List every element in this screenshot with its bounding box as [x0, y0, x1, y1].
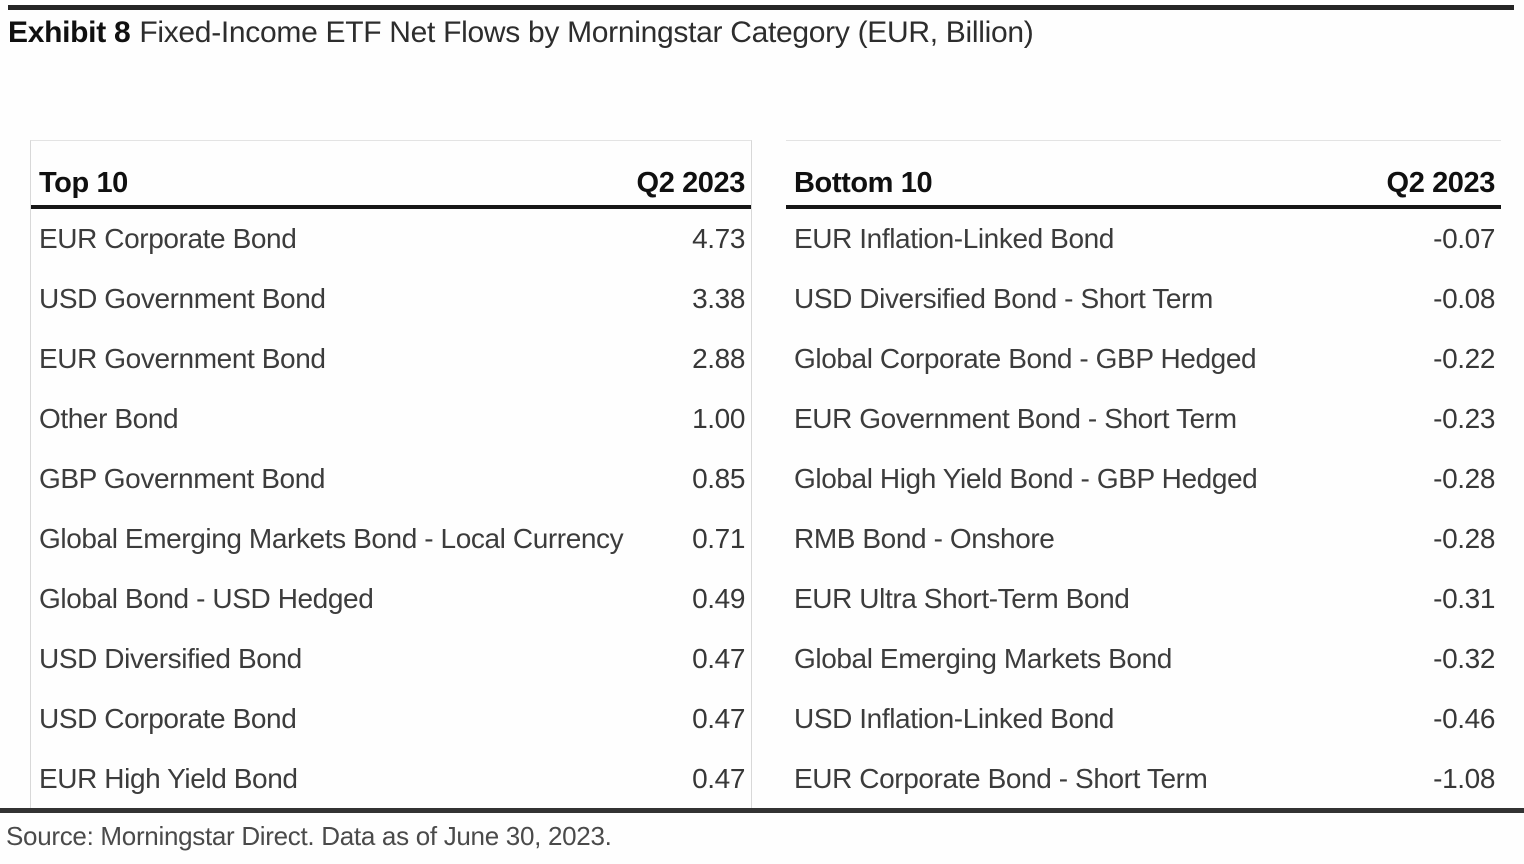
flow-value: -0.23: [1433, 403, 1495, 434]
top10-table-header: Top 10 Q2 2023: [31, 141, 751, 209]
table-row: USD Corporate Bond 0.47: [31, 689, 751, 749]
flow-value: -0.32: [1433, 643, 1495, 674]
flow-value: 0.49: [692, 583, 745, 614]
category-label: RMB Bond - Onshore: [794, 523, 1055, 554]
category-label: EUR Government Bond - Short Term: [794, 403, 1237, 434]
flow-value: 0.47: [692, 643, 745, 674]
table-row: EUR Government Bond - Short Term -0.23: [786, 389, 1501, 449]
table-row: USD Diversified Bond 0.47: [31, 629, 751, 689]
category-label: Global High Yield Bond - GBP Hedged: [794, 463, 1258, 494]
flow-value: -0.28: [1433, 463, 1495, 494]
table-row: EUR Corporate Bond - Short Term -1.08: [786, 749, 1501, 809]
category-label: EUR Corporate Bond - Short Term: [794, 763, 1208, 794]
category-label: Global Corporate Bond - GBP Hedged: [794, 343, 1257, 374]
table-row: EUR Ultra Short-Term Bond -0.31: [786, 569, 1501, 629]
bottom-rule: [0, 808, 1524, 813]
flow-value: 0.71: [692, 523, 745, 554]
table-row: EUR High Yield Bond 0.47: [31, 749, 751, 809]
flow-value: -0.08: [1433, 283, 1495, 314]
table-row: USD Inflation-Linked Bond -0.46: [786, 689, 1501, 749]
category-label: EUR Ultra Short-Term Bond: [794, 583, 1130, 614]
top-rule: [8, 5, 1514, 10]
table-row: GBP Government Bond 0.85: [31, 449, 751, 509]
flow-value: -1.08: [1433, 763, 1495, 794]
flow-value: 3.38: [692, 283, 745, 314]
exhibit-title: Exhibit 8 Fixed-Income ETF Net Flows by M…: [8, 16, 1034, 50]
flow-value: -0.28: [1433, 523, 1495, 554]
category-label: Global Emerging Markets Bond: [794, 643, 1172, 674]
flow-value: -0.22: [1433, 343, 1495, 374]
exhibit-description: Fixed-Income ETF Net Flows by Morningsta…: [139, 16, 1034, 49]
table-row: Global Emerging Markets Bond -0.32: [786, 629, 1501, 689]
category-label: USD Government Bond: [39, 283, 326, 314]
bottom10-table-header: Bottom 10 Q2 2023: [786, 141, 1501, 209]
category-label: GBP Government Bond: [39, 463, 326, 494]
bottom10-table: Bottom 10 Q2 2023 EUR Inflation-Linked B…: [786, 140, 1501, 809]
top10-table: Top 10 Q2 2023 EUR Corporate Bond 4.73 USD…: [30, 140, 752, 809]
flow-value: -0.31: [1433, 583, 1495, 614]
category-label: EUR Inflation-Linked Bond: [794, 223, 1114, 254]
table-title: Bottom 10: [794, 167, 933, 199]
exhibit-number: Exhibit 8: [8, 16, 131, 49]
category-label: USD Diversified Bond: [39, 643, 302, 674]
table-body: EUR Corporate Bond 4.73 USD Government Bon…: [31, 209, 751, 809]
flow-value: 0.85: [692, 463, 745, 494]
flow-value: 0.47: [692, 703, 745, 734]
flow-value: 0.47: [692, 763, 745, 794]
table-row: RMB Bond - Onshore -0.28: [786, 509, 1501, 569]
table-row: EUR Inflation-Linked Bond -0.07: [786, 209, 1501, 269]
table-row: Global Corporate Bond - GBP Hedged -0.22: [786, 329, 1501, 389]
flow-value: -0.46: [1433, 703, 1495, 734]
table-row: EUR Government Bond 2.88: [31, 329, 751, 389]
category-label: Global Bond - USD Hedged: [39, 583, 374, 614]
table-row: Global High Yield Bond - GBP Hedged -0.28: [786, 449, 1501, 509]
category-label: USD Corporate Bond: [39, 703, 297, 734]
category-label: Global Emerging Markets Bond - Local Cur…: [39, 523, 624, 554]
category-label: EUR Corporate Bond: [39, 223, 297, 254]
table-title: Top 10: [39, 167, 128, 199]
category-label: EUR Government Bond: [39, 343, 326, 374]
table-row: Other Bond 1.00: [31, 389, 751, 449]
flow-value: 4.73: [692, 223, 745, 254]
tables-region: Top 10 Q2 2023 EUR Corporate Bond 4.73 USD…: [30, 140, 1501, 809]
table-row: EUR Corporate Bond 4.73: [31, 209, 751, 269]
flow-value: 1.00: [692, 403, 745, 434]
table-body: EUR Inflation-Linked Bond -0.07 USD Divers…: [786, 209, 1501, 809]
category-label: USD Inflation-Linked Bond: [794, 703, 1114, 734]
category-label: EUR High Yield Bond: [39, 763, 298, 794]
table-row: USD Government Bond 3.38: [31, 269, 751, 329]
table-row: Global Emerging Markets Bond - Local Cur…: [31, 509, 751, 569]
table-row: Global Bond - USD Hedged 0.49: [31, 569, 751, 629]
flow-value: 2.88: [692, 343, 745, 374]
category-label: USD Diversified Bond - Short Term: [794, 283, 1213, 314]
flow-value: -0.07: [1433, 223, 1495, 254]
source-note: Source: Morningstar Direct. Data as of J…: [6, 821, 612, 851]
table-row: USD Diversified Bond - Short Term -0.08: [786, 269, 1501, 329]
category-label: Other Bond: [39, 403, 179, 434]
period-column-header: Q2 2023: [1386, 167, 1496, 199]
period-column-header: Q2 2023: [636, 167, 746, 199]
